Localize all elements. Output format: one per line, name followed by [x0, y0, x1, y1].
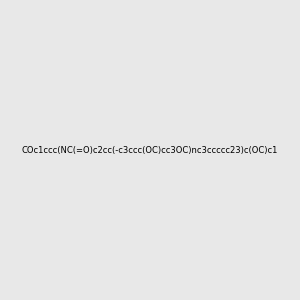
Text: COc1ccc(NC(=O)c2cc(-c3ccc(OC)cc3OC)nc3ccccc23)c(OC)c1: COc1ccc(NC(=O)c2cc(-c3ccc(OC)cc3OC)nc3cc… — [22, 146, 278, 154]
